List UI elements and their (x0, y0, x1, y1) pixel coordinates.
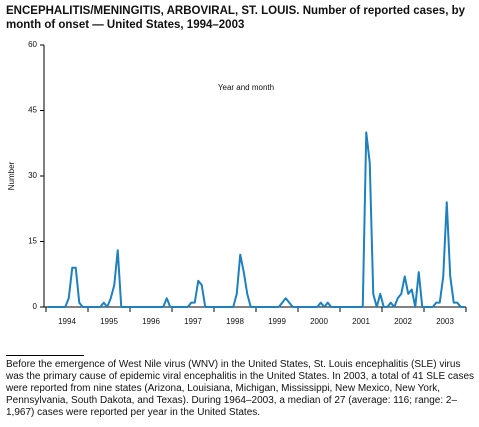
x-tick-label: 1999 (268, 317, 286, 326)
x-tick-label: 1995 (100, 317, 118, 326)
title: ENCEPHALITIS/MENINGITIS, ARBOVIRAL, ST. … (6, 5, 300, 17)
y-tick-label: 60 (28, 40, 37, 49)
footnote-rule (6, 355, 84, 356)
chart-title: ENCEPHALITIS/MENINGITIS, ARBOVIRAL, ST. … (6, 4, 476, 32)
y-tick-label: 30 (28, 171, 37, 180)
y-axis-label: Number (7, 161, 16, 190)
subtitle: Number of reported cases, by month of on… (6, 5, 466, 31)
y-tick-label: 0 (33, 302, 38, 311)
x-tick-label: 1994 (58, 317, 76, 326)
x-tick-label: 1997 (184, 317, 202, 326)
x-tick-label: 2002 (394, 317, 412, 326)
series-line (47, 131, 465, 308)
footnote: Before the emergence of West Nile virus … (6, 359, 475, 418)
x-tick-label: 1996 (142, 317, 160, 326)
y-tick-label: 45 (28, 106, 37, 115)
x-tick-label: 2001 (352, 317, 370, 326)
x-axis-label: Year and month (218, 83, 274, 92)
x-tick-label: 2003 (436, 317, 454, 326)
x-tick-label: 2000 (310, 317, 328, 326)
x-tick-label: 1998 (226, 317, 244, 326)
y-tick-label: 15 (28, 237, 37, 246)
